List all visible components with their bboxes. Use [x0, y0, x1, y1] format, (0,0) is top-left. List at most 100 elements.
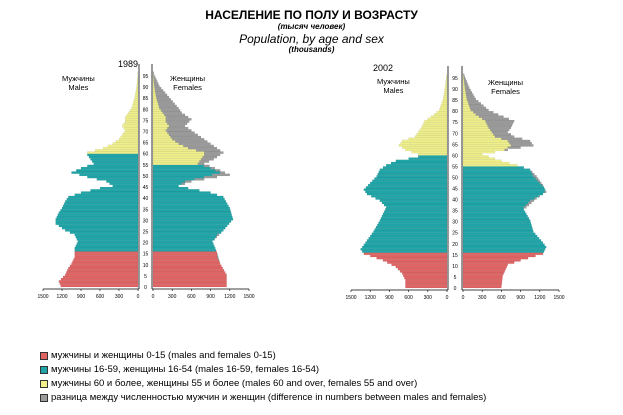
bar-male-age-17 [360, 248, 448, 251]
bar-male-age-57 [395, 159, 448, 163]
females-label-1989: Женщины Females [170, 74, 206, 92]
bar-male-age-63 [402, 146, 448, 149]
bar-difference-age-91 [464, 84, 469, 87]
bar-male-age-71 [419, 128, 448, 132]
x-tick-label-males: 600 [404, 295, 413, 301]
bar-female-age-90 [152, 84, 155, 88]
bar-female-age-29 [152, 220, 232, 223]
bar-female-age-17 [152, 246, 216, 250]
bar-male-age-39 [66, 198, 139, 201]
bar-female-age-26 [462, 228, 533, 231]
bar-female-age-89 [152, 86, 155, 90]
bar-female-age-82 [152, 102, 159, 106]
bar-female-age-14 [152, 253, 218, 257]
bar-difference-age-53 [210, 166, 216, 170]
bar-male-age-40 [68, 195, 139, 199]
bar-difference-age-37 [525, 203, 530, 207]
bar-male-age-25 [373, 230, 448, 233]
bar-male-age-88 [135, 89, 139, 92]
bar-difference-age-75 [485, 119, 515, 123]
bar-female-age-62 [152, 146, 189, 150]
bar-difference-age-88 [465, 91, 473, 94]
bar-female-age-88 [462, 91, 466, 94]
bar-difference-age-95 [153, 73, 155, 77]
bar-female-age-2 [462, 281, 503, 284]
y-tick-label: 85 [452, 98, 458, 104]
y-tick-label: 10 [143, 263, 149, 269]
bar-female-age-33 [462, 212, 527, 216]
x-tick-label-females: 1500 [243, 294, 254, 300]
bar-difference-age-40 [534, 197, 537, 200]
bar-difference-age-55 [197, 162, 205, 165]
bar-male-age-30 [55, 217, 139, 221]
bar-female-age-41 [462, 195, 539, 198]
bar-female-age-89 [462, 88, 466, 92]
bar-difference-age-63 [183, 144, 214, 148]
bar-female-age-85 [462, 97, 467, 101]
bar-female-age-42 [152, 191, 211, 194]
bar-male-age-83 [441, 102, 448, 105]
bar-difference-age-85 [466, 97, 476, 101]
bar-male-age-38 [381, 201, 448, 205]
bar-female-age-90 [462, 86, 466, 90]
bar-male-age-64 [398, 144, 448, 147]
bar-male-age-93 [137, 78, 139, 81]
bar-difference-age-59 [204, 153, 221, 157]
bar-difference-age-60 [204, 151, 224, 154]
bar-male-age-82 [440, 104, 448, 107]
bar-female-age-59 [152, 153, 205, 157]
y-tick-label: 40 [143, 196, 149, 202]
bar-male-age-6 [66, 271, 139, 274]
bar-female-age-45 [152, 184, 179, 188]
bar-difference-age-66 [507, 139, 531, 143]
bar-female-age-78 [152, 111, 163, 114]
bar-female-age-68 [462, 135, 496, 138]
bar-male-age-77 [126, 113, 139, 117]
bar-male-age-68 [414, 135, 448, 138]
bar-male-age-52 [76, 169, 139, 172]
y-tick-label: 60 [143, 152, 149, 158]
bar-male-age-35 [61, 206, 139, 210]
bar-male-age-62 [405, 148, 448, 152]
bar-male-age-36 [386, 206, 448, 209]
bar-female-age-91 [152, 82, 155, 86]
bar-male-age-73 [123, 122, 139, 126]
bar-difference-age-94 [463, 77, 466, 81]
bar-male-age-85 [134, 95, 139, 99]
bar-male-age-4 [404, 276, 448, 280]
males-label-1989: Мужчины Males [62, 74, 95, 92]
bar-male-age-21 [366, 239, 448, 242]
bar-difference-age-52 [215, 169, 221, 172]
bar-female-age-13 [462, 256, 529, 260]
x-tick-label-females: 0 [152, 294, 155, 300]
bar-male-age-6 [402, 272, 448, 275]
bar-female-age-56 [152, 160, 200, 163]
bar-female-age-87 [462, 93, 467, 96]
y-tick-label: 50 [143, 174, 149, 180]
bar-male-age-46 [367, 183, 448, 187]
bar-female-age-57 [462, 159, 502, 163]
bar-female-age-54 [462, 166, 524, 169]
bar-male-age-5 [65, 273, 139, 277]
bar-female-age-79 [152, 109, 162, 112]
bar-male-age-31 [56, 215, 139, 219]
bar-female-age-80 [462, 108, 471, 112]
bar-female-age-4 [462, 276, 503, 280]
bar-male-age-86 [135, 93, 139, 97]
bar-female-age-7 [462, 270, 505, 273]
bar-difference-age-43 [544, 190, 547, 194]
bar-female-age-36 [462, 206, 524, 209]
bar-difference-age-50 [533, 175, 537, 178]
bar-female-age-19 [462, 243, 545, 247]
bar-difference-age-56 [199, 160, 210, 163]
bar-male-age-75 [424, 119, 448, 123]
bar-female-age-40 [462, 197, 535, 200]
bar-difference-age-85 [156, 95, 170, 99]
bar-male-age-73 [422, 124, 448, 127]
bar-female-age-75 [462, 119, 486, 123]
bar-male-age-11 [387, 261, 448, 264]
bar-female-age-55 [462, 164, 518, 167]
bar-female-age-71 [462, 128, 491, 132]
bar-male-age-51 [71, 171, 139, 174]
bar-female-age-49 [462, 177, 536, 180]
